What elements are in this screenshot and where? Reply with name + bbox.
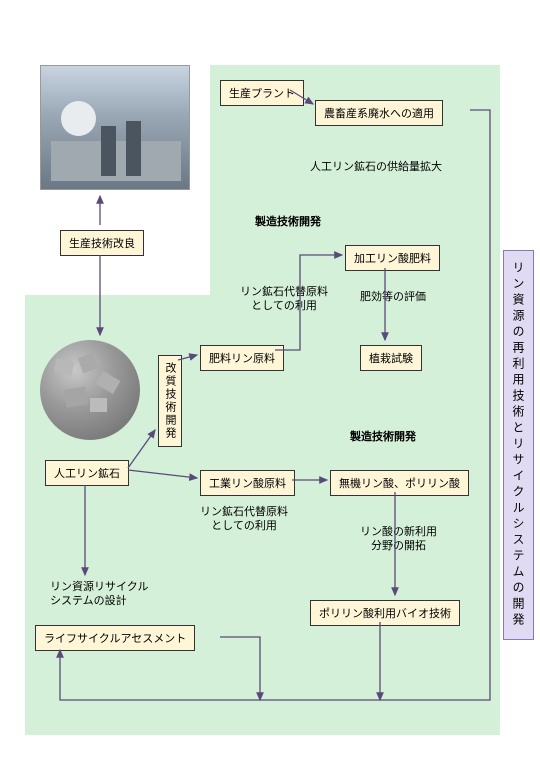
box-lifecycle: ライフサイクルアセスメント xyxy=(35,625,195,651)
bg-region-left xyxy=(25,265,210,295)
box-artificial: 人工リン鉱石 xyxy=(45,460,129,486)
label-newfield: リン酸の新利用 分野の開拓 xyxy=(360,525,437,554)
diagram-canvas: リン資源の再利用技術とリサイクルシステムの開発 生産プラント 農畜産系廃水への適… xyxy=(0,0,540,780)
title-sidebar: リン資源の再利用技術とリサイクルシステムの開発 xyxy=(503,250,534,640)
label-sub2: リン鉱石代替原料 としての利用 xyxy=(200,505,288,534)
plant-image xyxy=(40,65,190,190)
box-processed-fert: 加工リン酸肥料 xyxy=(345,245,440,271)
box-fert-material: 肥料リン原料 xyxy=(200,345,284,371)
box-industrial: 工業リン酸原料 xyxy=(200,470,295,496)
box-plant: 生産プラント xyxy=(220,80,304,106)
label-supply: 人工リン鉱石の供給量拡大 xyxy=(310,160,442,174)
box-inorganic: 無機リン酸、ポリリン酸 xyxy=(330,470,469,496)
label-effect: 肥効等の評価 xyxy=(360,290,426,304)
box-biotech: ポリリン酸利用バイオ技術 xyxy=(310,600,460,626)
rock-image xyxy=(40,340,140,440)
label-recycle: リン資源リサイクル システムの設計 xyxy=(50,580,148,609)
box-cultivation: 植栽試験 xyxy=(360,345,422,371)
box-wastewater: 農畜産系廃水への適用 xyxy=(315,100,443,126)
box-tech-improve: 生産技術改良 xyxy=(60,230,144,256)
label-sub1: リン鉱石代替原料 としての利用 xyxy=(240,285,328,314)
label-mfg2: 製造技術開発 xyxy=(350,430,416,444)
box-reform: 改質技術開発 xyxy=(158,355,182,447)
label-mfg1: 製造技術開発 xyxy=(255,215,321,229)
